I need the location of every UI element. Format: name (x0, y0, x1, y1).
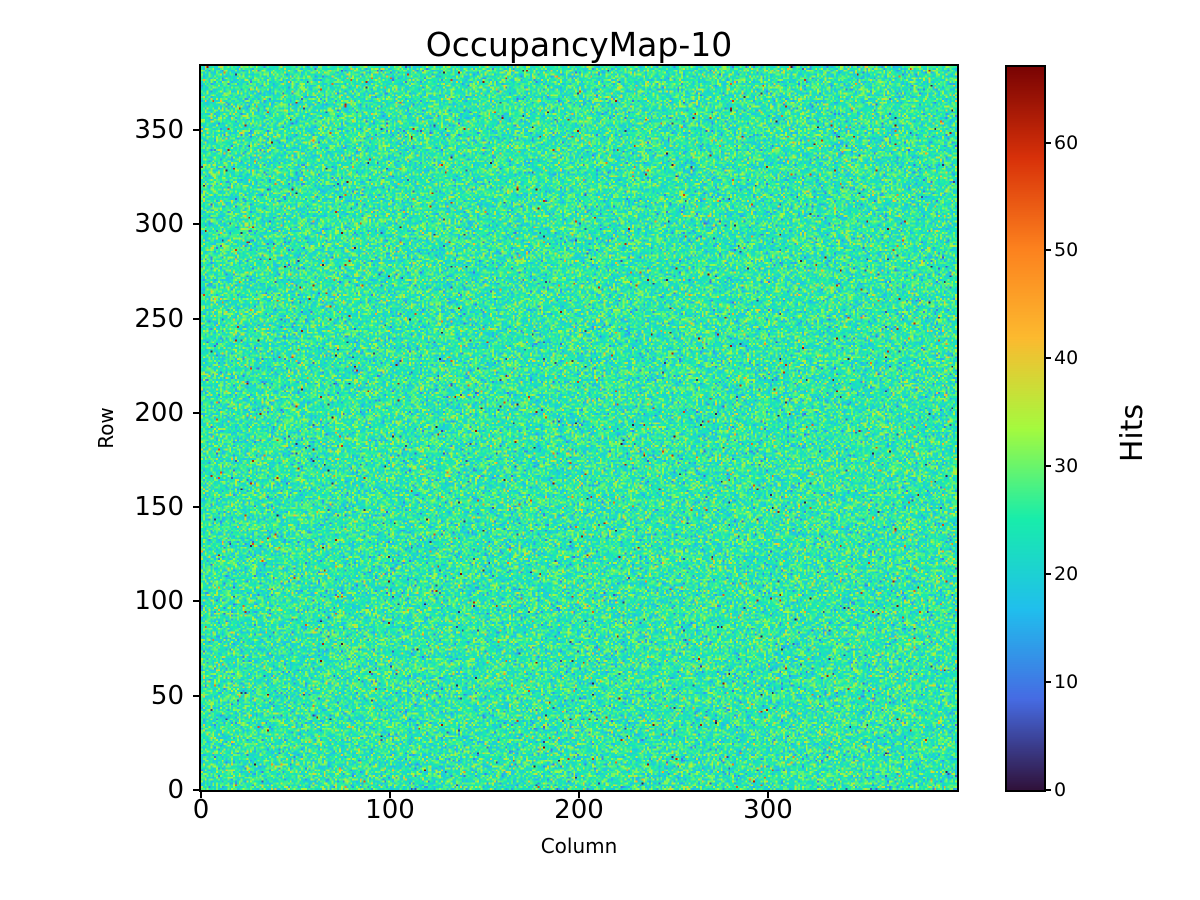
x-tick-label: 100 (365, 795, 415, 825)
colorbar-tick-label: 50 (1054, 239, 1079, 262)
x-tick-label: 0 (192, 795, 210, 825)
y-tick-label: 250 (134, 303, 184, 334)
y-tick-mark (193, 506, 201, 509)
colorbar-tick-label: 0 (1054, 779, 1067, 801)
colorbar-tick-mark (1044, 789, 1051, 791)
x-tick-mark (389, 790, 391, 798)
x-tick-mark (767, 790, 769, 798)
y-tick-label: 50 (150, 680, 184, 711)
y-tick-label: 0 (167, 775, 184, 805)
y-tick-label: 150 (134, 492, 184, 523)
y-tick-mark (193, 129, 201, 132)
y-tick-mark (193, 411, 201, 414)
x-tick-label: 300 (743, 795, 793, 825)
y-tick-mark (193, 789, 201, 791)
colorbar-tick-mark (1044, 249, 1051, 252)
heatmap-canvas (201, 66, 957, 790)
y-tick-mark (193, 317, 201, 320)
y-tick-mark (193, 223, 201, 226)
colorbar-tick-label: 40 (1054, 347, 1079, 370)
x-axis-label: Column (540, 834, 618, 858)
colorbar-label: Hits (1115, 403, 1150, 463)
x-tick-mark (578, 790, 580, 798)
colorbar-tick-mark (1044, 141, 1051, 144)
colorbar-tick-label: 20 (1054, 563, 1079, 586)
chart-title: OccupancyMap-10 (425, 25, 733, 64)
y-tick-label: 300 (134, 209, 184, 240)
colorbar-tick-mark (1044, 681, 1051, 684)
x-tick-mark (200, 790, 202, 798)
y-tick-mark (193, 600, 201, 603)
y-tick-label: 100 (134, 586, 184, 617)
colorbar-tick-label: 60 (1054, 131, 1079, 154)
colorbar-tick-mark (1044, 357, 1051, 360)
y-tick-label: 350 (134, 115, 184, 146)
y-tick-mark (193, 694, 201, 697)
y-tick-label: 200 (134, 397, 184, 428)
colorbar-tick-label: 10 (1054, 671, 1079, 694)
colorbar-tick-mark (1044, 465, 1051, 468)
colorbar-canvas (1007, 67, 1044, 790)
x-tick-label: 200 (554, 795, 604, 825)
y-axis-label: Row (94, 407, 118, 449)
colorbar-tick-label: 30 (1054, 455, 1079, 478)
colorbar-tick-mark (1044, 573, 1051, 576)
